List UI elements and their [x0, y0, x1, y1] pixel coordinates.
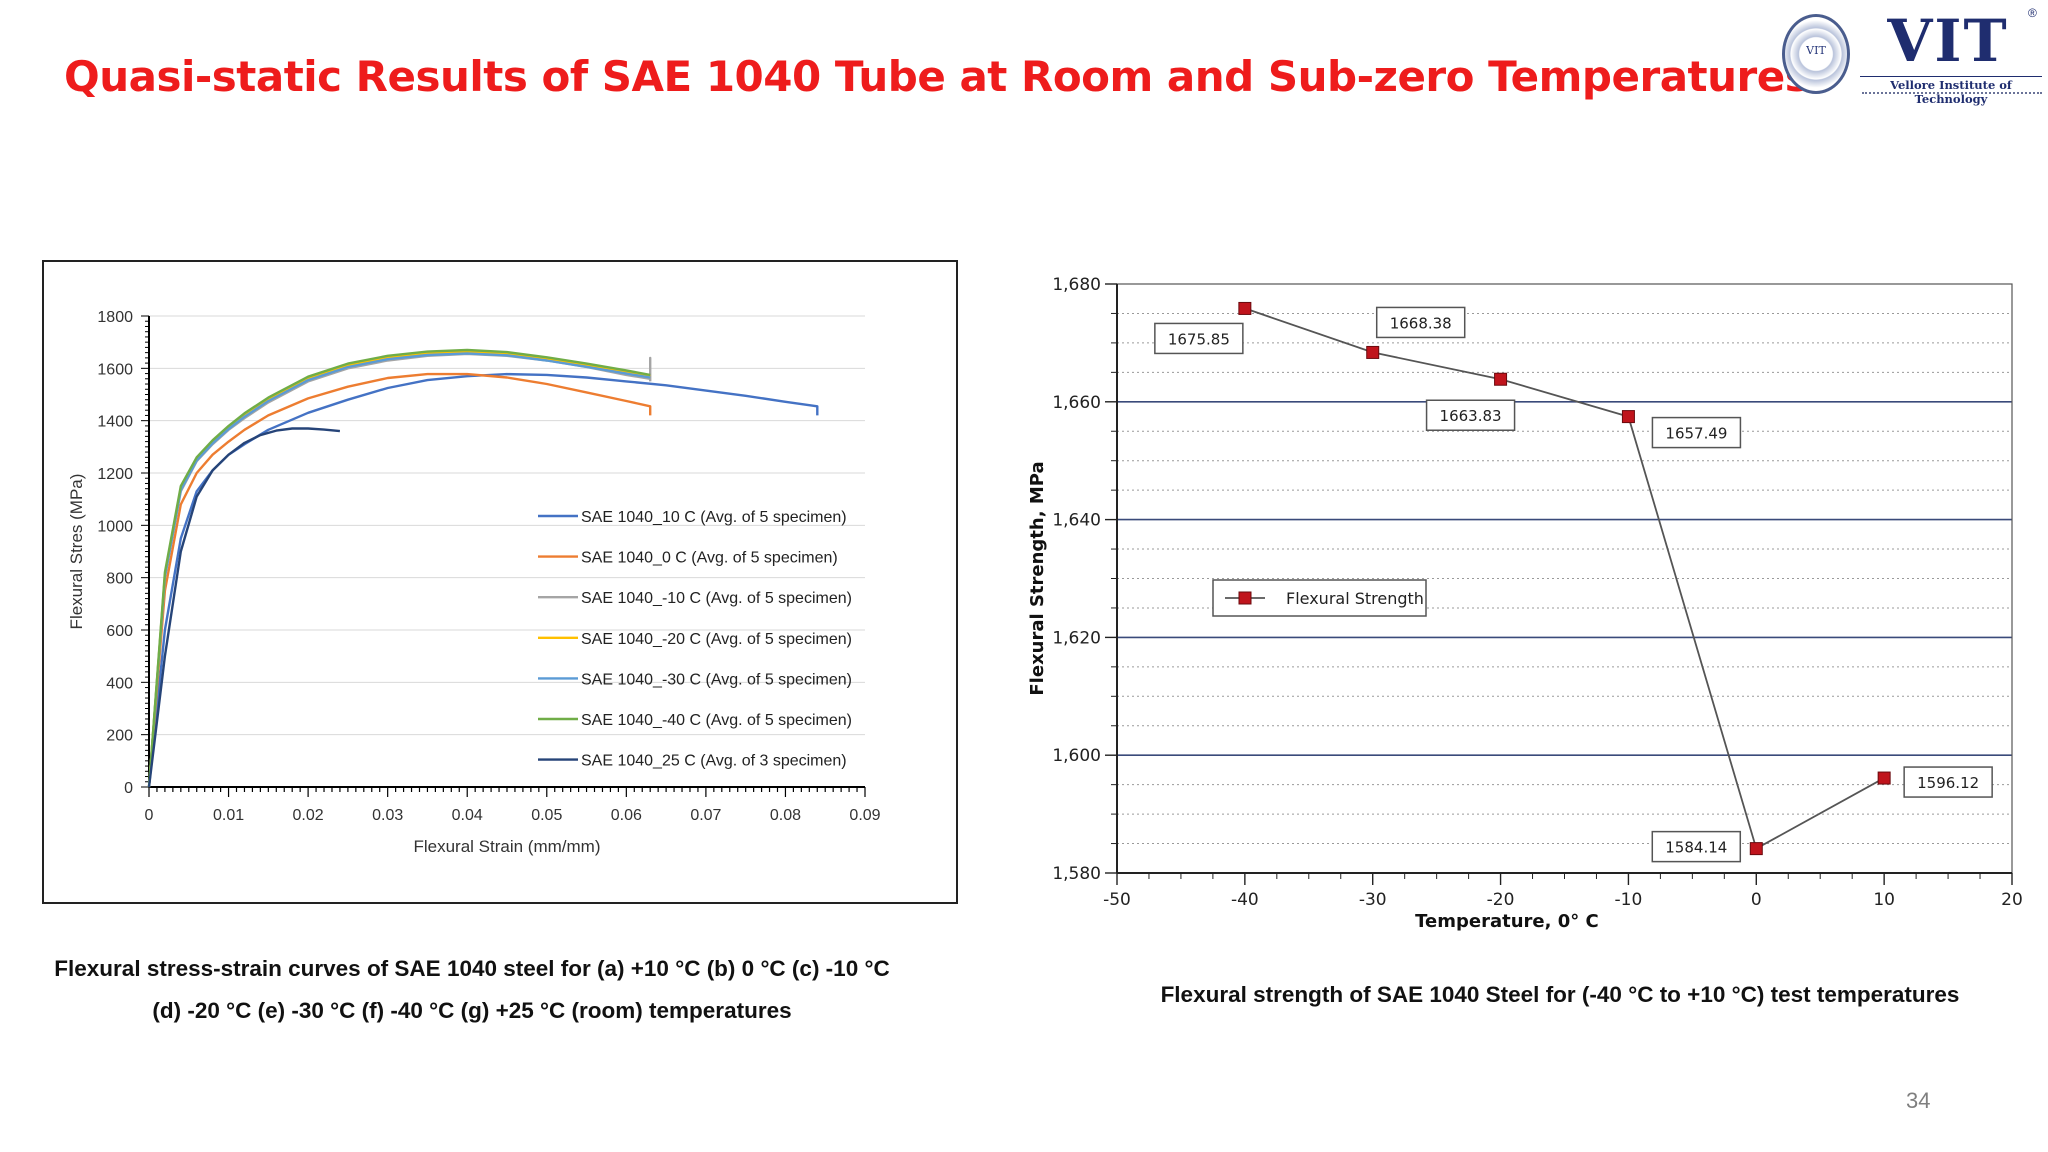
y-tick-label: 1800 — [97, 309, 133, 326]
x-tick-label: 0.03 — [372, 807, 403, 824]
data-label-box — [1651, 830, 1742, 863]
y-tick-label: 1,600 — [1052, 746, 1101, 766]
data-point-marker — [1877, 771, 1891, 785]
x-tick-label: 0 — [145, 807, 154, 824]
y-tick-label: 1,640 — [1052, 511, 1101, 531]
series-line-5 — [147, 348, 651, 788]
data-label: 1668.38 — [1390, 314, 1452, 332]
y-tick-label: 600 — [106, 623, 133, 640]
data-point-marker — [1494, 372, 1508, 386]
vit-logo: VIT VIT ® Vellore Institute of Technolog… — [1778, 6, 2044, 106]
x-tick-label: 0.08 — [770, 807, 801, 824]
series-line-4 — [147, 352, 651, 788]
y-tick-label: 400 — [106, 675, 133, 692]
y-tick-label: 1600 — [97, 361, 133, 378]
series-line-6 — [147, 427, 341, 788]
data-point-marker — [1238, 301, 1252, 315]
y-tick-label: 1400 — [97, 414, 133, 431]
x-tick-label: -30 — [1359, 890, 1387, 910]
data-label: 1663.83 — [1440, 407, 1502, 425]
x-tick-label: 0.05 — [531, 807, 562, 824]
legend-label: SAE 1040_0 C (Avg. of 5 specimen) — [581, 550, 838, 567]
data-point-marker — [1366, 345, 1380, 359]
legend-label: SAE 1040_-30 C (Avg. of 5 specimen) — [581, 671, 852, 688]
x-tick-label: 0.09 — [849, 807, 880, 824]
x-tick-label: 20 — [2001, 890, 2023, 910]
stress-strain-chart-frame — [42, 260, 958, 904]
left-caption-line2: (d) -20 °C (e) -30 °C (f) -40 °C (g) +25… — [152, 998, 792, 1023]
university-seal-icon: VIT — [1782, 14, 1850, 94]
data-label: 1584.14 — [1665, 839, 1727, 857]
y-axis-title: Flexural Strength, MPa — [1027, 461, 1048, 695]
strength-line — [1244, 307, 1885, 850]
x-tick-label: 10 — [1873, 890, 1895, 910]
y-tick-label: 1000 — [97, 518, 133, 535]
data-point-marker — [1621, 410, 1635, 424]
x-tick-label: 0.04 — [452, 807, 483, 824]
right-caption: Flexural strength of SAE 1040 Steel for … — [1160, 982, 1960, 1007]
x-axis-title: Temperature, 0° C — [1415, 911, 1599, 932]
x-tick-label: -50 — [1103, 890, 1131, 910]
y-tick-label: 1,620 — [1052, 628, 1101, 648]
legend-label: SAE 1040_-20 C (Avg. of 5 specimen) — [581, 631, 852, 648]
data-point-marker — [1749, 842, 1763, 856]
x-tick-label: -20 — [1487, 890, 1515, 910]
data-label-box — [1375, 306, 1466, 339]
logo-tagline-decoration — [1862, 92, 2042, 97]
data-label: 1675.85 — [1168, 330, 1230, 348]
registered-mark: ® — [2028, 6, 2037, 20]
legend-label: SAE 1040_25 C (Avg. of 3 specimen) — [581, 753, 847, 770]
page-number: 34 — [1906, 1088, 1931, 1113]
y-tick-label: 1,660 — [1052, 393, 1101, 413]
y-axis-title: Flexural Stres (MPa) — [67, 474, 86, 630]
data-label: 1657.49 — [1665, 425, 1727, 443]
logo-institute-name: Vellore Institute of Technology — [1860, 76, 2042, 106]
left-caption-line1: Flexural stress-strain curves of SAE 104… — [54, 956, 890, 981]
data-label-box — [1651, 416, 1742, 449]
x-tick-label: 0.02 — [293, 807, 324, 824]
legend-label: SAE 1040_-40 C (Avg. of 5 specimen) — [581, 712, 852, 729]
seal-text: VIT — [1806, 44, 1826, 57]
series-line-1 — [147, 372, 652, 788]
slide-title: Quasi-static Results of SAE 1040 Tube at… — [64, 52, 1810, 101]
legend-label: SAE 1040_10 C (Avg. of 5 specimen) — [581, 509, 847, 526]
legend-label: Flexural Strength — [1286, 589, 1424, 608]
y-tick-label: 200 — [106, 728, 133, 745]
y-tick-label: 1,580 — [1052, 864, 1101, 884]
x-axis-title: Flexural Strain (mm/mm) — [413, 837, 600, 856]
x-tick-label: -40 — [1231, 890, 1259, 910]
y-tick-label: 800 — [106, 571, 133, 588]
data-label-box — [1425, 399, 1516, 431]
x-tick-label: -10 — [1615, 890, 1643, 910]
data-label: 1596.12 — [1917, 774, 1979, 792]
logo-mark: VIT — [1887, 7, 2009, 75]
x-tick-label: 0.06 — [611, 807, 642, 824]
legend-label: SAE 1040_-10 C (Avg. of 5 specimen) — [581, 590, 852, 607]
x-tick-label: 0.01 — [213, 807, 244, 824]
legend-swatch-marker — [1238, 591, 1252, 605]
x-tick-label: 0 — [1751, 890, 1762, 910]
y-tick-label: 0 — [124, 780, 133, 797]
data-label-box — [1154, 322, 1244, 355]
y-tick-label: 1200 — [97, 466, 133, 483]
data-label-box — [1903, 766, 1993, 798]
x-tick-label: 0.07 — [690, 807, 721, 824]
y-tick-label: 1,680 — [1052, 275, 1101, 295]
